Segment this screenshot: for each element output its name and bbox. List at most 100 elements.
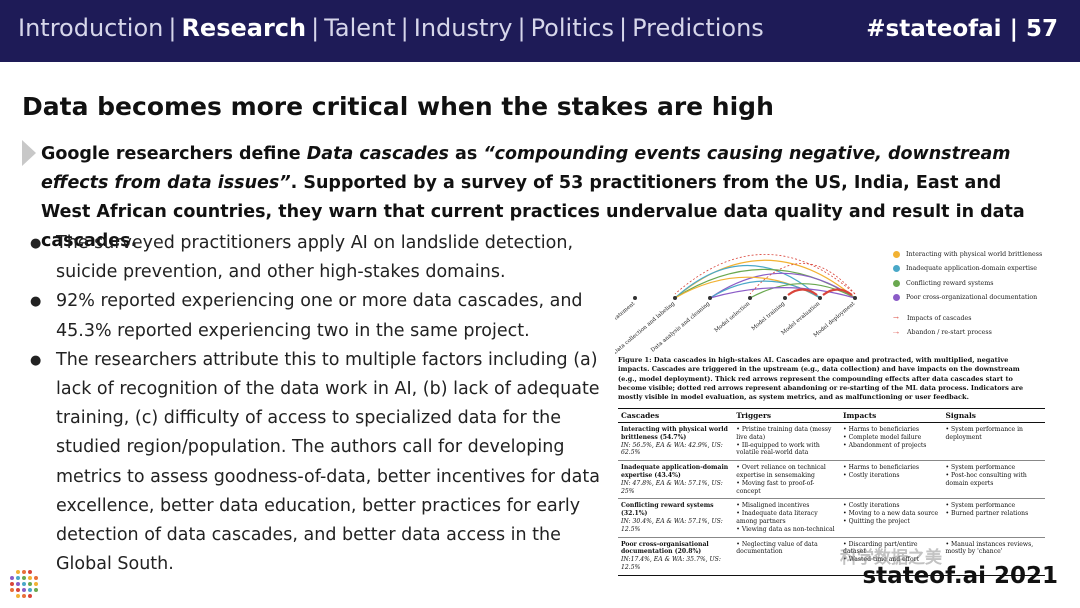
triggers-item: • Moving fast to proof-of-concept: [736, 479, 815, 495]
table-row: Interacting with physical world brittlen…: [618, 422, 1045, 462]
cascade-name: Conflicting reward systems (32.1%): [621, 502, 714, 518]
cascade-name: Poor cross-organisational documentation …: [621, 540, 709, 556]
bullet-item: 92% reported experiencing one or more da…: [30, 287, 600, 345]
cascade-cell: Conflicting reward systems (32.1%) IN: 30…: [618, 498, 734, 538]
header-bar: Introduction | Research | Talent | Industry | Po…: [0, 0, 1080, 62]
impacts-cell: • Discarding part/entire dataset • Wasted…: [840, 537, 943, 576]
signals-item: • Burned partner relations: [945, 510, 1029, 518]
col-header-cascades: Cascades: [618, 408, 734, 423]
triggers-item: • Ill-equipped to work with volatile rea…: [736, 441, 820, 457]
legend-entry: Conflicting reward systems: [893, 276, 1073, 291]
lead-text-1: Google researchers define: [41, 144, 307, 164]
signals-item: • Post-hoc consulting with domain expert…: [945, 471, 1027, 487]
signals-item: • System performance: [945, 502, 1016, 510]
table-row: Poor cross-organisational documentation …: [618, 537, 1045, 576]
impacts-cell: • Harms to beneficiaries • Complete model…: [840, 422, 943, 462]
legend-entry: Interacting with physical world brittlen…: [893, 247, 1073, 262]
stage-node: [853, 296, 857, 300]
cascade-arc: [709, 280, 821, 299]
col-header-impacts: Impacts: [840, 408, 943, 423]
impacts-item: • Discarding part/entire dataset: [843, 540, 918, 556]
legend-label: Inadequate application-domain expertise: [906, 265, 1037, 273]
stage-label: Model selection: [714, 301, 752, 334]
col-header-signals: Signals: [942, 408, 1045, 423]
signals-item: • Manual instances reviews, mostly by 'c…: [945, 540, 1034, 556]
brand-footer: stateof.ai 2021: [862, 563, 1058, 589]
stage-node: [673, 296, 677, 300]
abandon-arc: [674, 254, 856, 295]
nav-separator: |: [618, 14, 628, 42]
impacts-item: • Complete model failure: [843, 433, 922, 441]
cascade-cell: Inadequate application-domain expertise …: [618, 460, 734, 500]
cascade-stat: IN:17.4%, EA & WA: 35.7%, US: 12.5%: [621, 556, 721, 571]
lead-triangle-icon: [22, 140, 36, 166]
figure-caption: Figure 1: Data cascades in high-stakes A…: [618, 356, 1040, 402]
triggers-item: • Pristine training data (messy live dat…: [736, 426, 832, 441]
triggers-item: • Overt reliance on technical expertise …: [736, 464, 826, 479]
lead-term: Data cascades: [306, 144, 449, 164]
lead-quote: “compounding events causing negative, do…: [41, 144, 1011, 193]
nav-separator: |: [400, 14, 409, 42]
impacts-item: • Harms to beneficiaries: [843, 464, 920, 472]
nav-separator: |: [168, 14, 177, 42]
impacts-item: • Harms to beneficiaries: [843, 426, 920, 433]
signals-cell: • System performance • Burned partner rel…: [942, 498, 1045, 538]
legend-label: Interacting with physical world brittlen…: [906, 250, 1043, 258]
impact-arrow: [787, 288, 818, 296]
legend-label: Abandon / re-start process: [907, 329, 992, 337]
cascade-name: Inadequate application-domain expertise …: [621, 464, 729, 479]
impacts-cell: • Costly iterations • Moving to a new dat…: [840, 498, 943, 538]
bullet-item: The surveyed practitioners apply AI on l…: [30, 229, 600, 287]
nav-item-introduction[interactable]: Introduction: [18, 14, 164, 42]
legend-label: Conflicting reward systems: [906, 279, 994, 287]
caption-text: Figure 1: Data cascades in high-stakes A…: [618, 356, 1024, 402]
slide-title: Data becomes more critical when the stak…: [22, 92, 774, 121]
cascade-stat: IN: 47.8%, EA & WA: 57.1%, US: 25%: [621, 479, 723, 495]
legend-label: Impacts of cascades: [907, 314, 972, 322]
nav-separator: |: [311, 14, 320, 42]
cascade-stat: IN: 30.4%, EA & WA: 57.1%, US: 12.5%: [621, 517, 723, 533]
stage-node: [748, 296, 752, 300]
nav-item-research[interactable]: Research: [181, 14, 307, 42]
hashtag-page-number: #stateofai | 57: [866, 16, 1058, 42]
col-header-triggers: Triggers: [733, 408, 841, 423]
stage-label: Model training: [751, 301, 787, 333]
nav-item-talent[interactable]: Talent: [324, 14, 396, 42]
triggers-item: • Viewing data as non-technical: [736, 525, 835, 533]
table-header-row: Cascades Triggers Impacts Signals: [618, 408, 1045, 423]
impacts-item: • Wasted time and effort: [843, 556, 920, 564]
nav-item-predictions[interactable]: Predictions: [632, 14, 764, 42]
table-row: Conflicting reward systems (32.1%) IN: 30…: [618, 498, 1045, 538]
stage-node: [708, 296, 712, 300]
legend-entry: ⇢ Abandon / re-start process: [893, 326, 1073, 341]
impacts-cell: • Harms to beneficiaries • Costly iterati…: [840, 460, 943, 500]
cascade-arc: [749, 283, 856, 299]
triggers-item: • Neglecting value of data documentation: [736, 540, 818, 556]
triggers-item: • Inadequate data literacy among partner…: [736, 510, 818, 525]
table-row: Inadequate application-domain expertise …: [618, 460, 1045, 500]
stateofai-logo-icon: [10, 570, 38, 598]
stage-node: [783, 296, 787, 300]
dotted-arrow-icon: ⇢: [893, 328, 899, 337]
impacts-item: • Abandonment of projects: [843, 441, 927, 449]
legend-dot-icon: [893, 279, 900, 287]
legend-label: Poor cross-organizational documentation: [906, 294, 1038, 302]
legend-dot-icon: [893, 294, 900, 302]
stage-node: [633, 296, 637, 300]
wechat-watermark: 科学数据之美: [840, 548, 942, 568]
cascade-arc: [709, 272, 856, 299]
cascade-cell: Poor cross-organisational documentation …: [618, 537, 734, 576]
cascade-stat: IN: 56.5%, EA & WA: 42.9%, US: 62.5%: [621, 441, 723, 457]
triggers-cell: • Neglecting value of data documentation: [733, 537, 841, 576]
signals-cell: • Manual instances reviews, mostly by 'c…: [942, 537, 1045, 576]
legend-entry: → Impacts of cascades: [893, 311, 1073, 326]
bullet-item: The researchers attribute this to multip…: [30, 346, 600, 580]
impacts-item: • Costly iterations: [843, 471, 900, 479]
cascade-name: Interacting with physical world brittlen…: [621, 426, 728, 441]
nav-item-industry[interactable]: Industry: [413, 14, 513, 42]
impacts-item: • Costly iterations: [843, 502, 900, 510]
impact-arrow-icon: →: [893, 314, 899, 323]
nav-item-politics[interactable]: Politics: [530, 14, 614, 42]
abandon-arc: [749, 263, 856, 295]
